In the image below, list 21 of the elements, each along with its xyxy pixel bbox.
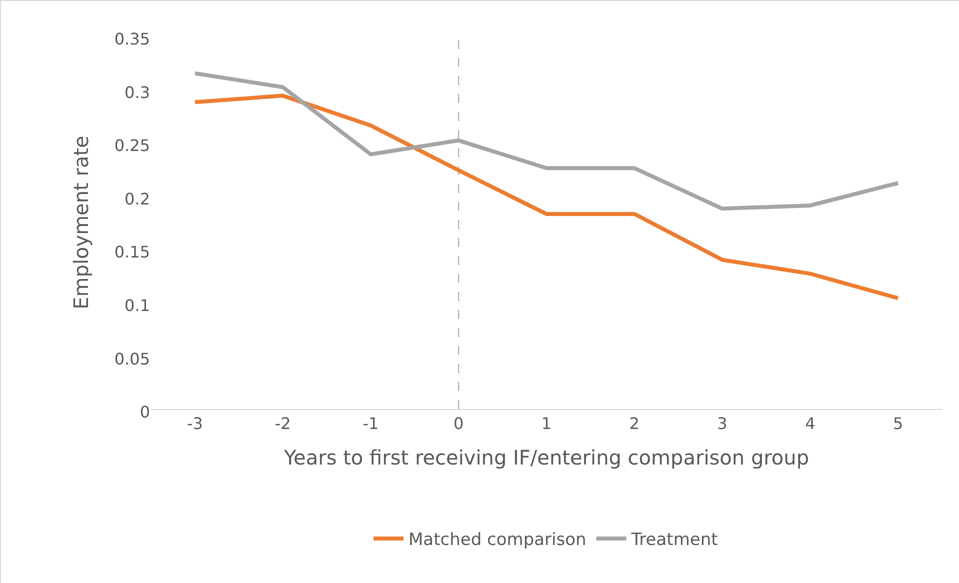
y-axis-title: Employment rate [68,136,93,310]
y-tick-label: 0.2 [124,189,150,208]
x-tick-label: 2 [629,414,640,434]
line-series [192,94,900,300]
y-tick-label: 0.1 [124,296,150,316]
x-tick-label: 1 [541,414,552,434]
x-axis-title: Years to first receiving IF/entering comparison group [282,446,810,470]
x-tick-label: 4 [805,414,816,434]
x-tick-label: 0 [454,414,464,434]
y-tick-label: 0.05 [114,349,150,368]
y-tick-label: 0.15 [114,242,150,262]
x-tick-label: 5 [892,414,904,434]
y-tick-label: 0.25 [114,136,150,156]
y-tick-label: 0.35 [114,30,150,49]
legend-label: Matched comparison [408,530,586,550]
x-tick-label: 3 [717,414,728,434]
legend-label: Treatment [630,530,718,550]
y-tick-label: 0.3 [124,82,150,102]
x-tick-label: -1 [362,414,379,434]
x-tick-label: -3 [186,414,203,434]
x-tick-label: -2 [274,414,291,434]
